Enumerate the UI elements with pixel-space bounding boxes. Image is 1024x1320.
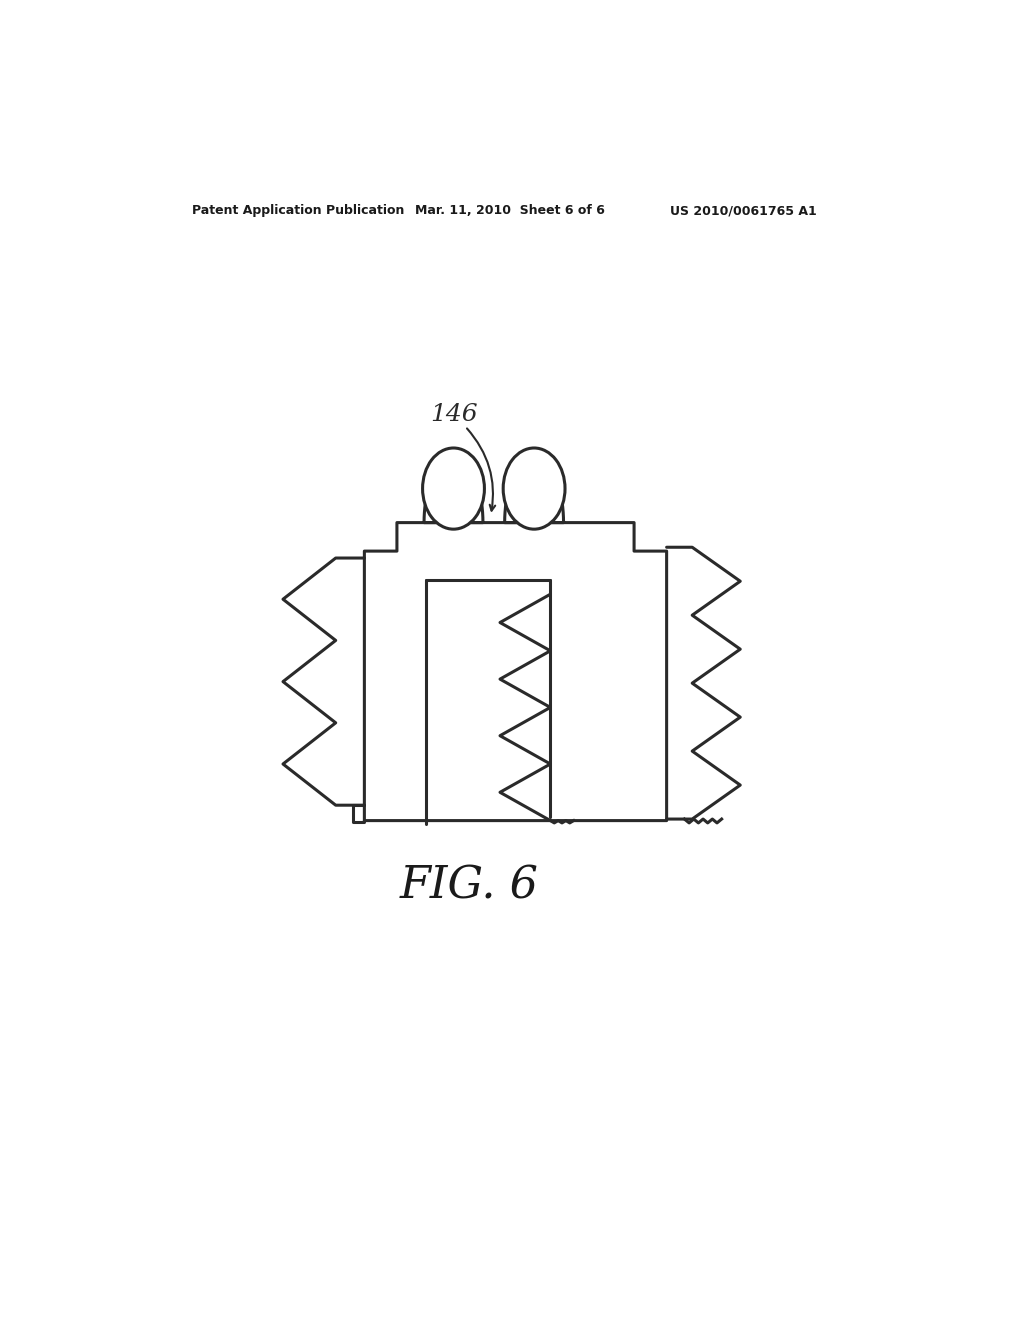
Text: US 2010/0061765 A1: US 2010/0061765 A1 [671, 205, 817, 218]
Ellipse shape [423, 447, 484, 529]
Text: Patent Application Publication: Patent Application Publication [191, 205, 403, 218]
Text: Mar. 11, 2010  Sheet 6 of 6: Mar. 11, 2010 Sheet 6 of 6 [415, 205, 604, 218]
Ellipse shape [503, 447, 565, 529]
Text: FIG. 6: FIG. 6 [399, 865, 539, 908]
Text: 146: 146 [430, 404, 478, 426]
